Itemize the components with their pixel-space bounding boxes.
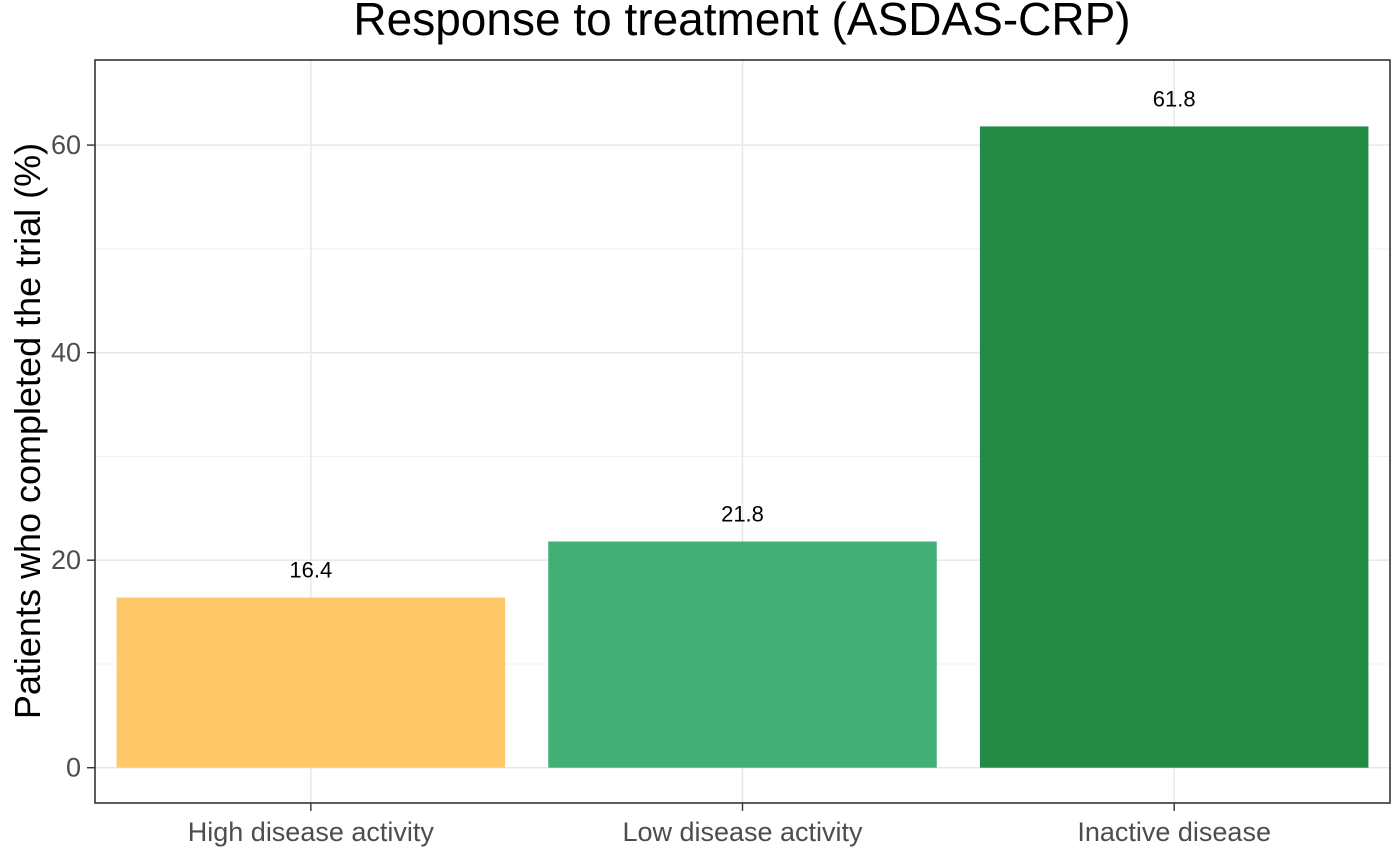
y-axis-title: Patients who completed the trial (%) [7,143,48,719]
bar-value-label: 21.8 [721,501,764,526]
axis-layer: 0 20 40 60 High disease activity Low disease … [51,130,1271,847]
y-tick-label: 40 [51,338,81,368]
x-tick-label: Inactive disease [1077,817,1271,847]
bar-2 [548,541,937,768]
data-label-layer: 16.4 21.8 61.8 [289,86,1195,582]
y-tick-label: 60 [51,130,81,160]
x-tick-label: High disease activity [188,817,435,847]
bar-value-label: 61.8 [1153,86,1196,111]
chart-title: Response to treatment (ASDAS-CRP) [353,0,1130,45]
bar-1 [116,597,506,768]
bar-3 [979,126,1369,768]
bar-layer [116,126,1369,768]
y-tick-label: 20 [51,545,81,575]
bar-value-label: 16.4 [289,558,332,583]
y-tick-label: 0 [66,753,81,783]
x-tick-label: Low disease activity [622,817,863,847]
